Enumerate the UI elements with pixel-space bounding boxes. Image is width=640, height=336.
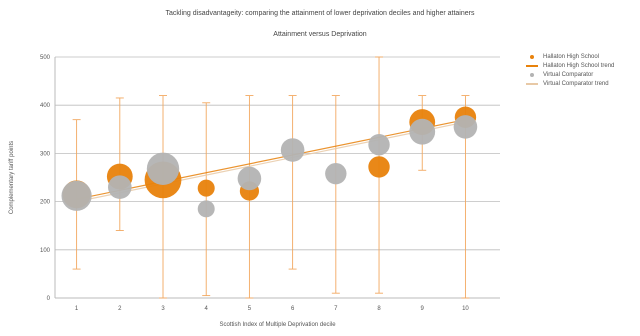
x-tick-label: 9 (421, 306, 425, 312)
x-tick-label: 3 (161, 306, 165, 312)
y-tick-label: 0 (47, 296, 51, 302)
data-point (453, 115, 478, 139)
legend-label: Hallaton High School trend (543, 62, 615, 69)
data-point (61, 180, 92, 211)
data-point (146, 152, 180, 186)
data-point (409, 118, 436, 145)
x-tick-label: 2 (118, 306, 122, 312)
legend-item: Virtual Comparator (525, 70, 614, 79)
legend-label: Hallaton High School (543, 53, 600, 60)
legend-label: Virtual Comparator trend (543, 80, 609, 87)
legend-item: Hallaton High School (525, 52, 614, 61)
y-tick-label: 300 (40, 151, 51, 157)
x-tick-label: 5 (248, 306, 252, 312)
legend-label: Virtual Comparator (543, 71, 594, 78)
legend-swatch (525, 82, 539, 85)
data-point (197, 179, 215, 197)
legend-swatch (525, 54, 539, 59)
y-tick-label: 100 (40, 248, 51, 254)
data-point (280, 138, 305, 162)
trend-line (76, 119, 466, 200)
x-tick-label: 1 (75, 306, 79, 312)
legend-swatch (525, 72, 539, 77)
chart-title: Tackling disadvantageity: comparing the … (165, 10, 475, 17)
legend-item: Virtual Comparator trend (525, 79, 614, 88)
data-point (325, 162, 347, 185)
y-tick-label: 500 (40, 55, 51, 61)
x-axis-label: Scottish Index of Multiple Deprivation d… (219, 322, 336, 328)
data-point (368, 134, 390, 156)
legend-marker-line (526, 82, 538, 85)
x-tick-label: 4 (205, 306, 209, 312)
chart-subtitle: Attainment versus Deprivation (273, 31, 367, 38)
chart-legend: Hallaton High School Hallaton High School… (525, 52, 614, 88)
x-tick-label: 8 (377, 306, 381, 312)
y-axis-label: Complementary tariff points (9, 141, 15, 214)
data-point (368, 156, 390, 178)
data-point (197, 200, 215, 218)
legend-swatch (525, 64, 539, 67)
legend-marker-line (526, 64, 538, 67)
legend-marker-dot (530, 72, 534, 77)
data-point (108, 175, 132, 199)
x-tick-label: 10 (462, 306, 469, 312)
y-tick-label: 400 (40, 103, 51, 109)
y-tick-label: 200 (40, 200, 51, 206)
legend-marker-dot (530, 54, 534, 59)
legend-item: Hallaton High School trend (525, 61, 614, 70)
x-tick-label: 6 (291, 306, 295, 312)
trend-line (76, 121, 466, 203)
x-tick-label: 7 (334, 306, 338, 312)
data-point (237, 166, 262, 191)
